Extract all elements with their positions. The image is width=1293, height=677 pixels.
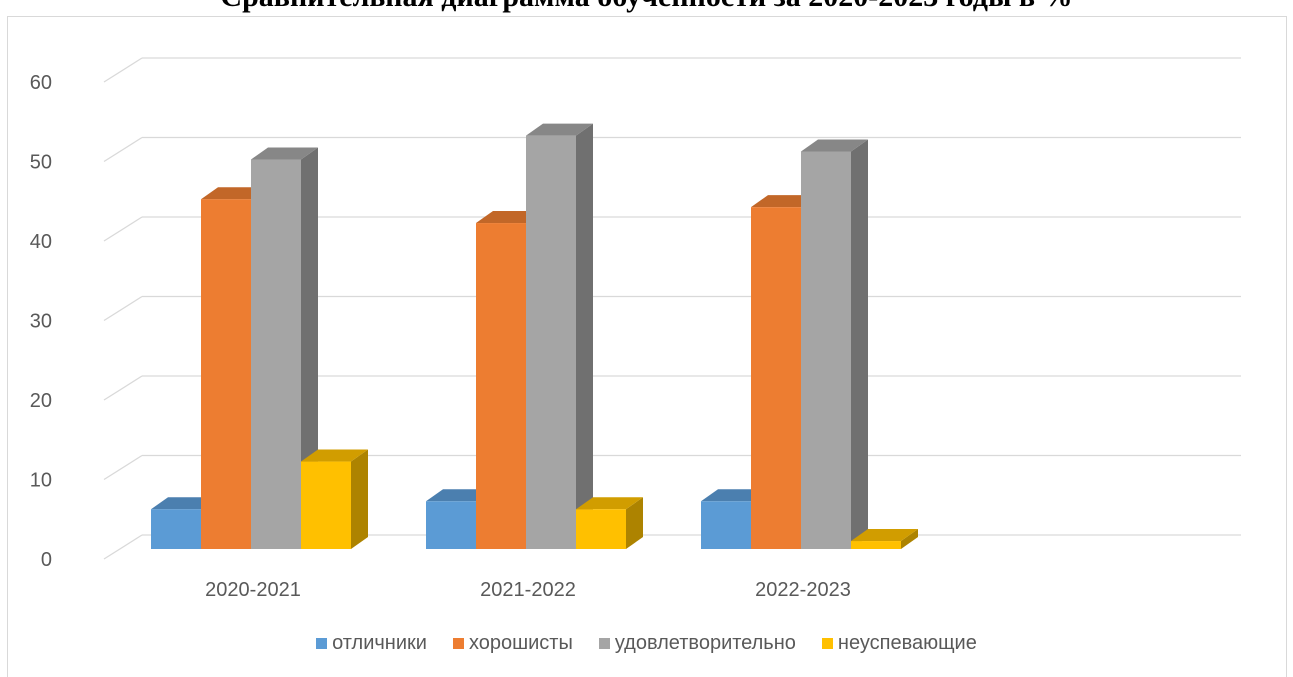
bar-top	[801, 139, 868, 152]
bar	[851, 529, 918, 549]
y-tick-label: 20	[30, 390, 52, 412]
bar-side	[901, 529, 918, 549]
bar-top	[251, 147, 318, 160]
legend-swatch	[316, 638, 328, 649]
bar	[576, 497, 643, 549]
bar-front	[251, 159, 301, 549]
chart-frame	[7, 16, 1287, 677]
bar-front	[751, 207, 801, 549]
bar-front	[151, 509, 201, 549]
chart-title: Сравнительная диаграмма обученности за 2…	[0, 0, 1293, 14]
bar-front	[201, 199, 251, 549]
bar-front	[426, 501, 476, 549]
gridline-side	[103, 295, 143, 322]
y-tick-label: 0	[41, 549, 52, 571]
x-tick-label: 2022-2023	[755, 579, 851, 601]
bar	[251, 147, 318, 549]
legend-item: неуспевающие	[821, 632, 977, 655]
legend-label: хорошисты	[468, 632, 573, 654]
bar-front	[851, 541, 901, 549]
bar	[801, 139, 868, 549]
gridline-side	[103, 454, 143, 481]
bar-front	[301, 461, 351, 549]
y-tick-label: 40	[30, 231, 52, 253]
gridline-side	[103, 136, 143, 163]
bar	[526, 123, 593, 549]
legend-label: отличники	[332, 632, 427, 654]
y-tick-label: 50	[30, 152, 52, 174]
gridline-side	[103, 375, 143, 401]
chart-legend: отличники хорошисты удовлетворительно неусп…	[0, 632, 1293, 655]
bar-front	[526, 135, 576, 549]
bar-side	[576, 123, 593, 549]
bar-side	[626, 497, 643, 549]
bar-top	[576, 497, 643, 510]
bar-front	[701, 501, 751, 549]
y-tick-label: 10	[30, 470, 52, 492]
legend-label: удовлетворительно	[614, 632, 796, 654]
gridline-side	[103, 216, 143, 242]
gridline-side	[103, 57, 143, 83]
x-tick-label: 2021-2022	[480, 579, 576, 601]
bar-front	[476, 223, 526, 550]
legend-swatch	[452, 638, 464, 649]
bar	[301, 449, 368, 549]
bar-front	[801, 151, 851, 549]
x-tick-label: 2020-2021	[205, 579, 301, 601]
legend-swatch	[821, 638, 833, 649]
gridline-side	[103, 534, 143, 560]
bar-side	[851, 139, 868, 549]
legend-swatch	[598, 638, 610, 649]
legend-label: неуспевающие	[837, 632, 977, 654]
y-tick-label: 30	[30, 311, 52, 333]
legend-item: отличники	[316, 632, 427, 655]
bar-side	[301, 147, 318, 549]
bar-top	[301, 449, 368, 462]
bar-top	[851, 529, 918, 542]
legend-item: хорошисты	[452, 632, 573, 655]
bar-top	[526, 123, 593, 136]
bar-side	[351, 449, 368, 549]
bar-front	[576, 509, 626, 549]
y-tick-label: 60	[30, 72, 52, 94]
legend-item: удовлетворительно	[598, 632, 796, 655]
